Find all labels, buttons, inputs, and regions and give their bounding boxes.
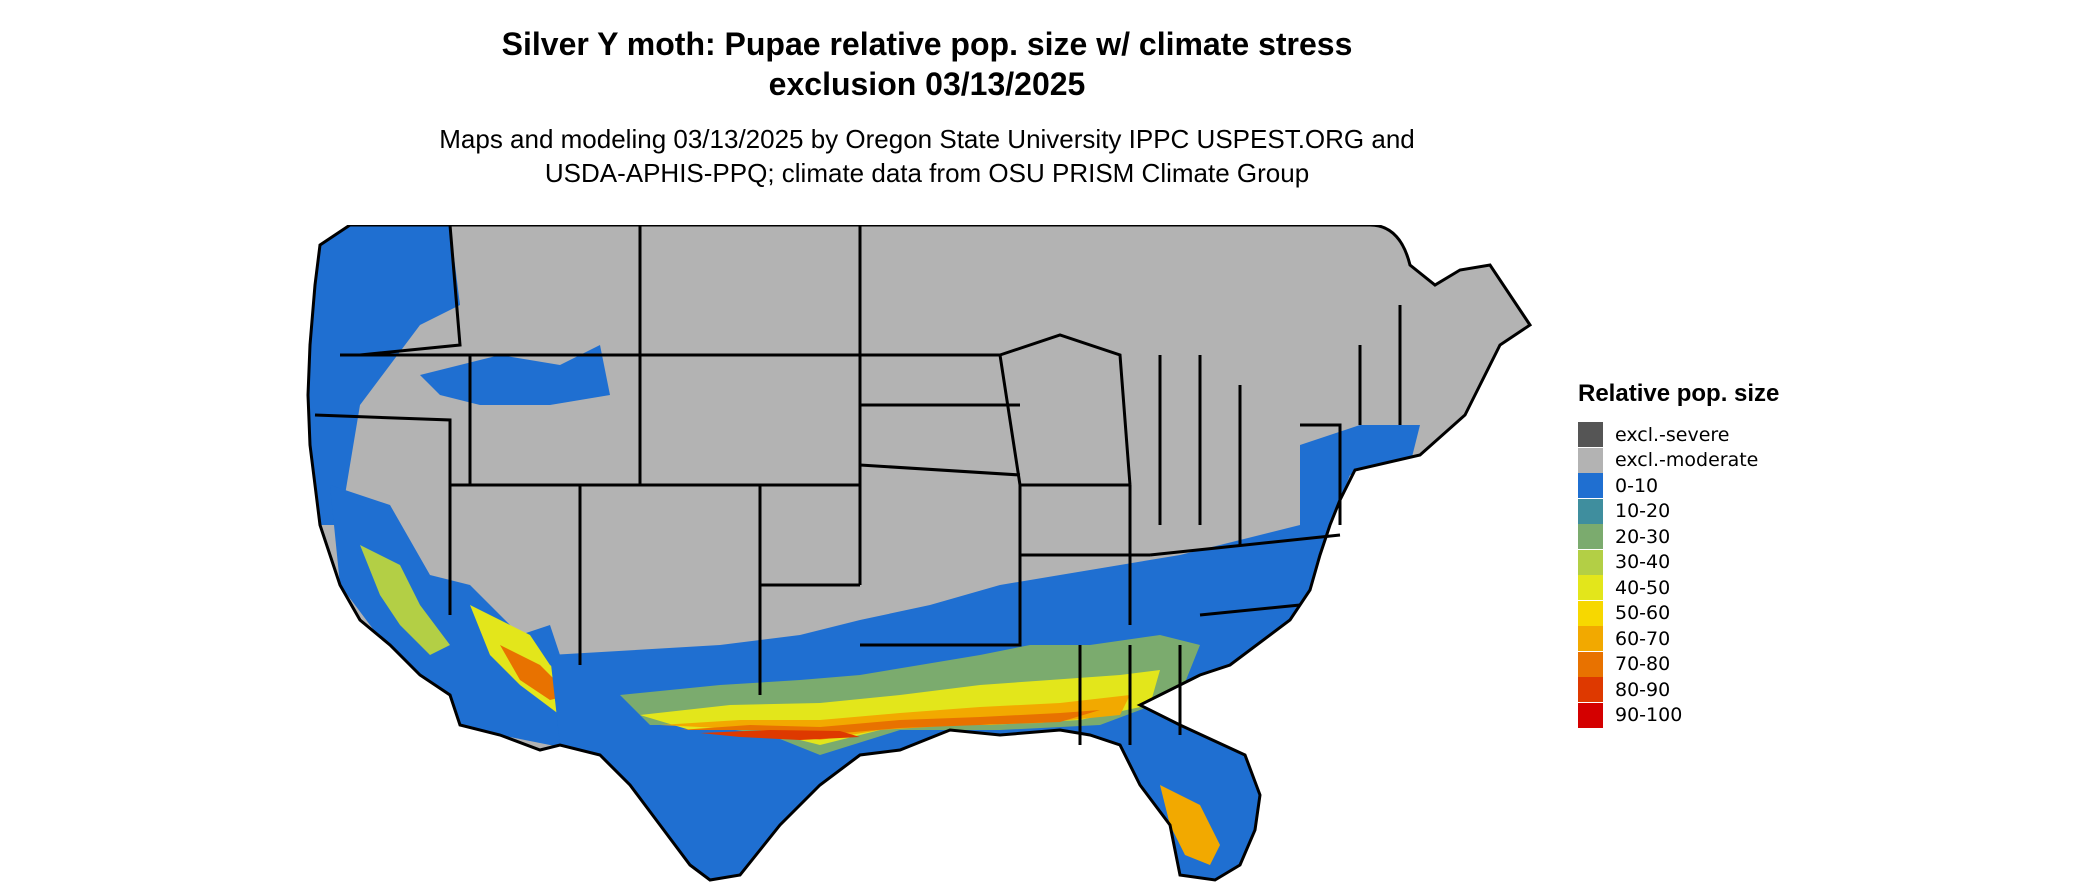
legend-label: 30-40 — [1615, 551, 1671, 574]
legend-label: 50-60 — [1615, 602, 1671, 625]
legend-item: 10-20 — [1578, 498, 1779, 525]
legend-item: 90-100 — [1578, 702, 1779, 729]
legend-swatch — [1578, 626, 1603, 652]
subtitle-line-1: Maps and modeling 03/13/2025 by Oregon S… — [439, 124, 1415, 154]
legend-title: Relative pop. size — [1578, 380, 1780, 407]
map-title: Silver Y moth: Pupae relative pop. size … — [0, 24, 1854, 104]
legend-item: 40-50 — [1578, 575, 1779, 601]
legend-item: 50-60 — [1578, 600, 1779, 627]
legend-swatch — [1578, 447, 1603, 473]
legend-item: 80-90 — [1578, 677, 1779, 703]
title-line-1: Silver Y moth: Pupae relative pop. size … — [501, 26, 1353, 62]
legend-swatch — [1578, 422, 1603, 448]
legend-item: excl.-severe — [1578, 422, 1779, 448]
legend-label: 20-30 — [1615, 525, 1671, 548]
legend-item: 70-80 — [1578, 651, 1779, 678]
legend-label: 0-10 — [1615, 474, 1659, 497]
legend-label: 70-80 — [1615, 653, 1671, 676]
legend-item: 60-70 — [1578, 626, 1779, 652]
legend-swatch — [1578, 677, 1603, 703]
legend-swatch — [1578, 524, 1603, 550]
legend-label: 10-20 — [1615, 500, 1671, 523]
legend-label: excl.-severe — [1615, 423, 1730, 446]
legend-swatch — [1578, 498, 1603, 524]
legend-label: 80-90 — [1615, 678, 1671, 701]
legend-label: excl.-moderate — [1615, 449, 1759, 472]
subtitle-line-2: USDA-APHIS-PPQ; climate data from OSU PR… — [544, 158, 1310, 188]
title-line-2: exclusion 03/13/2025 — [768, 66, 1086, 102]
legend-item: 30-40 — [1578, 549, 1779, 576]
legend-item: 20-30 — [1578, 524, 1779, 550]
us-map — [306, 225, 1532, 882]
legend-swatch — [1578, 575, 1603, 601]
legend-item: 0-10 — [1578, 473, 1779, 499]
legend-swatch — [1578, 702, 1603, 728]
legend-swatch — [1578, 549, 1603, 575]
legend: Relative pop. size excl.-severe excl.-mod… — [1578, 380, 1779, 728]
legend-swatch — [1578, 651, 1603, 677]
legend-label: 90-100 — [1615, 704, 1683, 727]
legend-swatch — [1578, 600, 1603, 626]
legend-label: 60-70 — [1615, 627, 1671, 650]
legend-item: excl.-moderate — [1578, 447, 1779, 474]
map-subtitle: Maps and modeling 03/13/2025 by Oregon S… — [0, 122, 1854, 190]
legend-label: 40-50 — [1615, 576, 1671, 599]
legend-items: excl.-severe excl.-moderate 0-10 10-20 20-30… — [1578, 422, 1779, 728]
legend-swatch — [1578, 473, 1603, 499]
